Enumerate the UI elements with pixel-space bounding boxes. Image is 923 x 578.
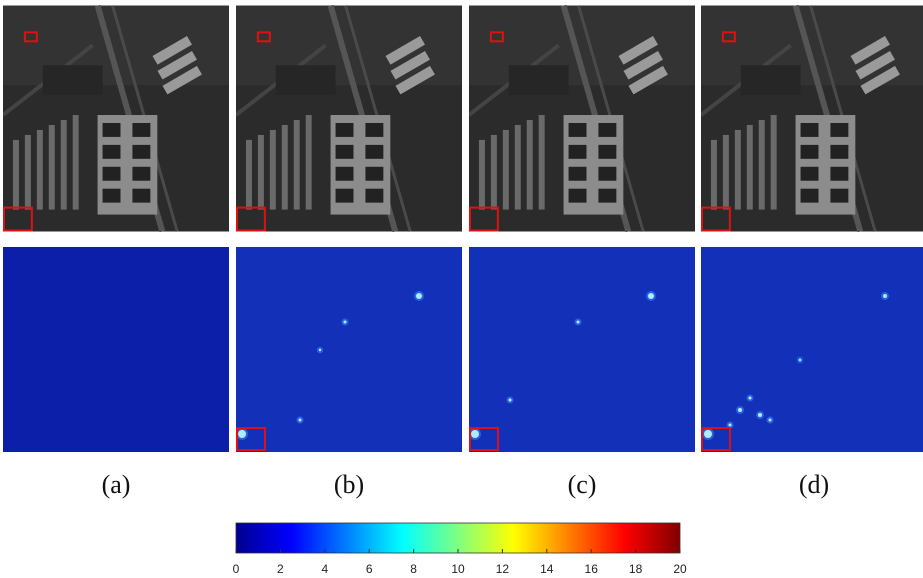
error-map	[469, 247, 695, 452]
error-spot	[343, 320, 347, 324]
error-map	[3, 247, 229, 452]
panel-label: (a)	[102, 470, 131, 499]
aerial-image	[469, 6, 695, 232]
panel-label: (b)	[334, 470, 364, 499]
tick-label: 4	[321, 562, 328, 576]
error-spot	[704, 430, 712, 438]
tick-label: 20	[673, 562, 687, 576]
colorbar-ticks: 0 2 4 6 8 10 12 14 16 18 20	[233, 549, 687, 576]
error-spot	[798, 358, 802, 362]
error-spot	[728, 423, 732, 427]
error-map	[701, 247, 923, 452]
error-spot	[748, 396, 752, 400]
error-spot	[298, 418, 302, 422]
tick-label: 10	[451, 562, 465, 576]
error-spot	[508, 398, 512, 402]
error-spot	[648, 293, 654, 299]
error-spot	[416, 293, 422, 299]
error-spot	[238, 430, 246, 438]
aerial-image	[701, 6, 923, 232]
highlight-box	[701, 427, 731, 451]
highlight-box	[469, 427, 499, 451]
tick-label: 18	[629, 562, 643, 576]
error-spot	[768, 418, 772, 422]
error-spot	[318, 348, 322, 352]
tick-label: 14	[540, 562, 554, 576]
error-spot	[738, 408, 742, 412]
colorbar	[235, 522, 681, 554]
error-spot	[883, 294, 887, 298]
tick-label: 0	[233, 562, 240, 576]
aerial-image	[3, 6, 229, 232]
tick-label: 12	[496, 562, 510, 576]
tick-label: 6	[366, 562, 373, 576]
tick-label: 8	[410, 562, 417, 576]
panel-label: (c)	[568, 470, 597, 499]
error-map	[236, 247, 462, 452]
tick-label: 16	[585, 562, 599, 576]
panels: (a) (b) (c) (d)	[3, 6, 923, 499]
tick-label: 2	[277, 562, 284, 576]
highlight-box	[236, 427, 266, 451]
error-spot	[471, 430, 479, 438]
error-spot	[576, 320, 580, 324]
panel-label: (d)	[799, 470, 829, 499]
error-spot	[758, 413, 762, 417]
aerial-image	[236, 6, 462, 232]
